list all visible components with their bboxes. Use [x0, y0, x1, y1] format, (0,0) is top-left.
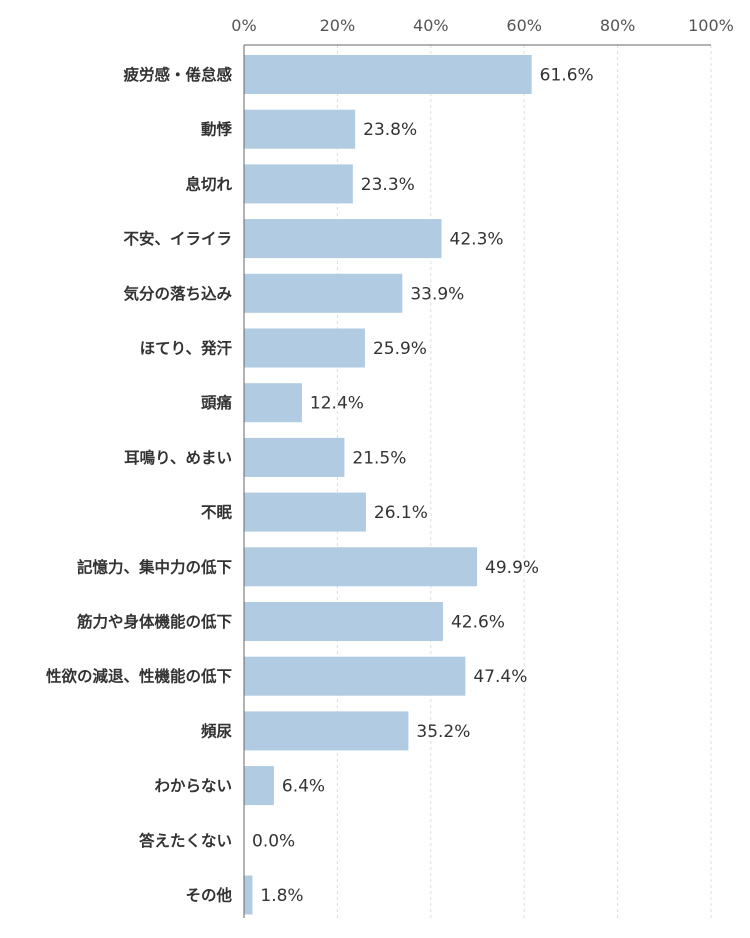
value-label: 12.4% [310, 394, 364, 414]
bar [244, 55, 532, 94]
value-label: 49.9% [485, 558, 539, 578]
bar [244, 328, 365, 368]
category-label: ほてり、発汗 [140, 339, 233, 358]
x-tick-label: 60% [506, 16, 542, 35]
bar [244, 219, 442, 259]
x-tick-label: 0% [231, 16, 256, 35]
value-label: 21.5% [352, 448, 406, 468]
category-label: 耳鳴り、めまい [124, 448, 232, 467]
bar [244, 164, 353, 204]
bar [244, 437, 345, 477]
category-label: 不眠 [201, 504, 233, 522]
category-label: 答えたくない [139, 831, 232, 850]
category-label: 動悸 [201, 120, 233, 139]
value-label: 42.3% [450, 230, 504, 250]
bars [244, 55, 532, 915]
category-label: 気分の落ち込み [123, 284, 232, 303]
bar [244, 766, 274, 806]
axes [243, 44, 711, 918]
value-label: 47.4% [473, 667, 527, 687]
value-label: 61.6% [540, 66, 594, 86]
bar [244, 711, 409, 751]
category-label: 性欲の減退、性機能の低下 [46, 667, 232, 686]
bar [244, 875, 253, 915]
labels: 0% 20% 40% 60% 80% 100% 疲労感・倦怠感 61.6% 動悸 23.8% 息切れ… [46, 16, 734, 906]
value-label: 42.6% [451, 613, 505, 633]
x-tick-label: 20% [320, 16, 356, 35]
value-label: 6.4% [282, 777, 325, 797]
x-tick-label: 40% [413, 16, 449, 35]
bar [244, 383, 302, 423]
category-label: 頻尿 [201, 721, 233, 740]
category-label: 記憶力、集中力の低下 [77, 557, 232, 576]
category-label: 息切れ [185, 174, 232, 193]
bar [244, 602, 443, 641]
category-label: 疲労感・倦怠感 [123, 65, 232, 84]
x-tick-label: 80% [600, 16, 636, 35]
value-label: 23.3% [361, 175, 415, 195]
category-label: 不安、イライラ [123, 229, 232, 248]
bar [244, 547, 478, 587]
value-label: 26.1% [374, 503, 428, 523]
value-label: 0.0% [252, 831, 295, 851]
category-label: 頭痛 [201, 393, 233, 412]
category-label: わからない [154, 777, 232, 795]
bar [244, 492, 366, 532]
bar [244, 109, 356, 149]
value-label: 35.2% [416, 722, 470, 742]
bar [244, 656, 466, 696]
bar [244, 273, 403, 313]
x-tick-label: 100% [688, 16, 734, 35]
value-label: 23.8% [363, 120, 417, 140]
value-label: 1.8% [260, 886, 303, 906]
category-label: その他 [185, 886, 232, 905]
value-label: 33.9% [410, 284, 464, 304]
value-label: 25.9% [373, 339, 427, 359]
category-label: 筋力や身体機能の低下 [76, 612, 232, 631]
